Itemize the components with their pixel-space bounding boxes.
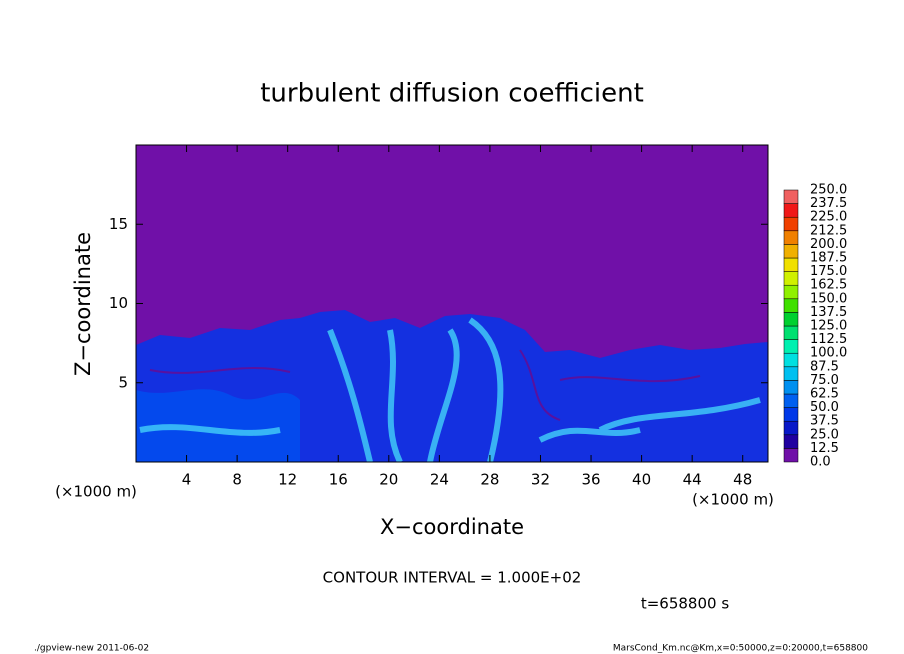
y-tick-label: 15	[109, 215, 128, 233]
colorbar-label: 175.0	[810, 264, 847, 279]
colorbar-label: 25.0	[810, 427, 839, 442]
colorbar-swatch	[783, 216, 799, 232]
x-tick-label: 8	[232, 471, 242, 489]
x-tick-label: 20	[379, 471, 398, 489]
field	[136, 310, 768, 462]
colorbar-label: 0.0	[810, 455, 831, 470]
colorbar-label: 37.5	[810, 414, 839, 429]
colorbar-label: 250.0	[810, 183, 847, 198]
colorbar-swatch	[783, 393, 799, 408]
x-tick-label: 28	[480, 471, 499, 489]
chart-title: turbulent diffusion coefficient	[260, 79, 644, 109]
colorbar-label: 75.0	[810, 373, 839, 388]
x-tick-label: 40	[632, 471, 651, 489]
colorbar-label: 150.0	[810, 291, 847, 306]
x-unit-label: (×1000 m)	[692, 491, 774, 509]
turbulent-region	[136, 389, 300, 462]
colorbar-swatch	[783, 244, 799, 259]
colorbar-swatch	[783, 339, 799, 354]
colorbar-swatch	[783, 203, 799, 218]
colorbar-swatch	[783, 325, 799, 340]
footer-right: MarsCond_Km.nc@Km,x=0:50000,z=0:20000,t=…	[613, 644, 868, 654]
colorbar-label: 100.0	[810, 346, 847, 361]
y-axis-label: Z−coordinate	[71, 232, 95, 376]
colorbar-swatch	[783, 257, 799, 272]
x-tick-label: 36	[581, 471, 600, 489]
contour-interval: CONTOUR INTERVAL = 1.000E+02	[323, 569, 582, 587]
colorbar-swatch	[783, 407, 799, 422]
colorbar-label: 237.5	[810, 196, 847, 211]
time-label: t=658800 s	[641, 595, 729, 613]
colorbar-swatch	[783, 380, 799, 395]
x-tick-label: 24	[430, 471, 449, 489]
colorbar-label: 12.5	[810, 441, 839, 456]
colorbar-label: 200.0	[810, 237, 847, 252]
colorbar-swatch	[783, 271, 799, 286]
x-tick-label: 44	[683, 471, 702, 489]
colorbar-swatch	[783, 420, 799, 436]
colorbar-swatch	[783, 189, 799, 204]
colorbar-label: 62.5	[810, 387, 839, 402]
colorbar-swatch	[783, 284, 799, 300]
y-tick-label: 5	[118, 373, 128, 391]
x-axis-label: X−coordinate	[380, 515, 524, 539]
x-tick-label: 16	[329, 471, 348, 489]
colorbar-label: 112.5	[810, 332, 847, 347]
colorbar-label: 137.5	[810, 305, 847, 320]
colorbar-label: 87.5	[810, 359, 839, 374]
turbulent-streak	[139, 317, 761, 462]
colorbar-label: 125.0	[810, 319, 847, 334]
x-tick-label: 4	[182, 471, 192, 489]
y-tick-label: 10	[109, 294, 128, 312]
colorbar-swatch	[783, 298, 799, 313]
colorbar-label: 162.5	[810, 278, 847, 293]
colorbar-label: 187.5	[810, 251, 847, 266]
footer-left: ./gpview-new 2011-06-02	[34, 644, 149, 654]
colorbar-swatch	[783, 448, 799, 463]
colorbar-swatch	[783, 352, 799, 368]
x-unit-label: (×1000 m)	[55, 483, 137, 501]
colorbar-swatch	[783, 366, 799, 381]
colorbar-swatch	[783, 312, 799, 327]
colorbar-label: 50.0	[810, 400, 839, 415]
colorbar-label: 225.0	[810, 210, 847, 225]
colorbar-label: 212.5	[810, 223, 847, 238]
x-tick-label: 48	[733, 471, 752, 489]
turbulent-streak	[149, 349, 701, 421]
colorbar-swatch	[783, 230, 799, 245]
x-tick-label: 32	[531, 471, 550, 489]
colorbar-swatch	[783, 434, 799, 449]
x-tick-label: 12	[278, 471, 297, 489]
